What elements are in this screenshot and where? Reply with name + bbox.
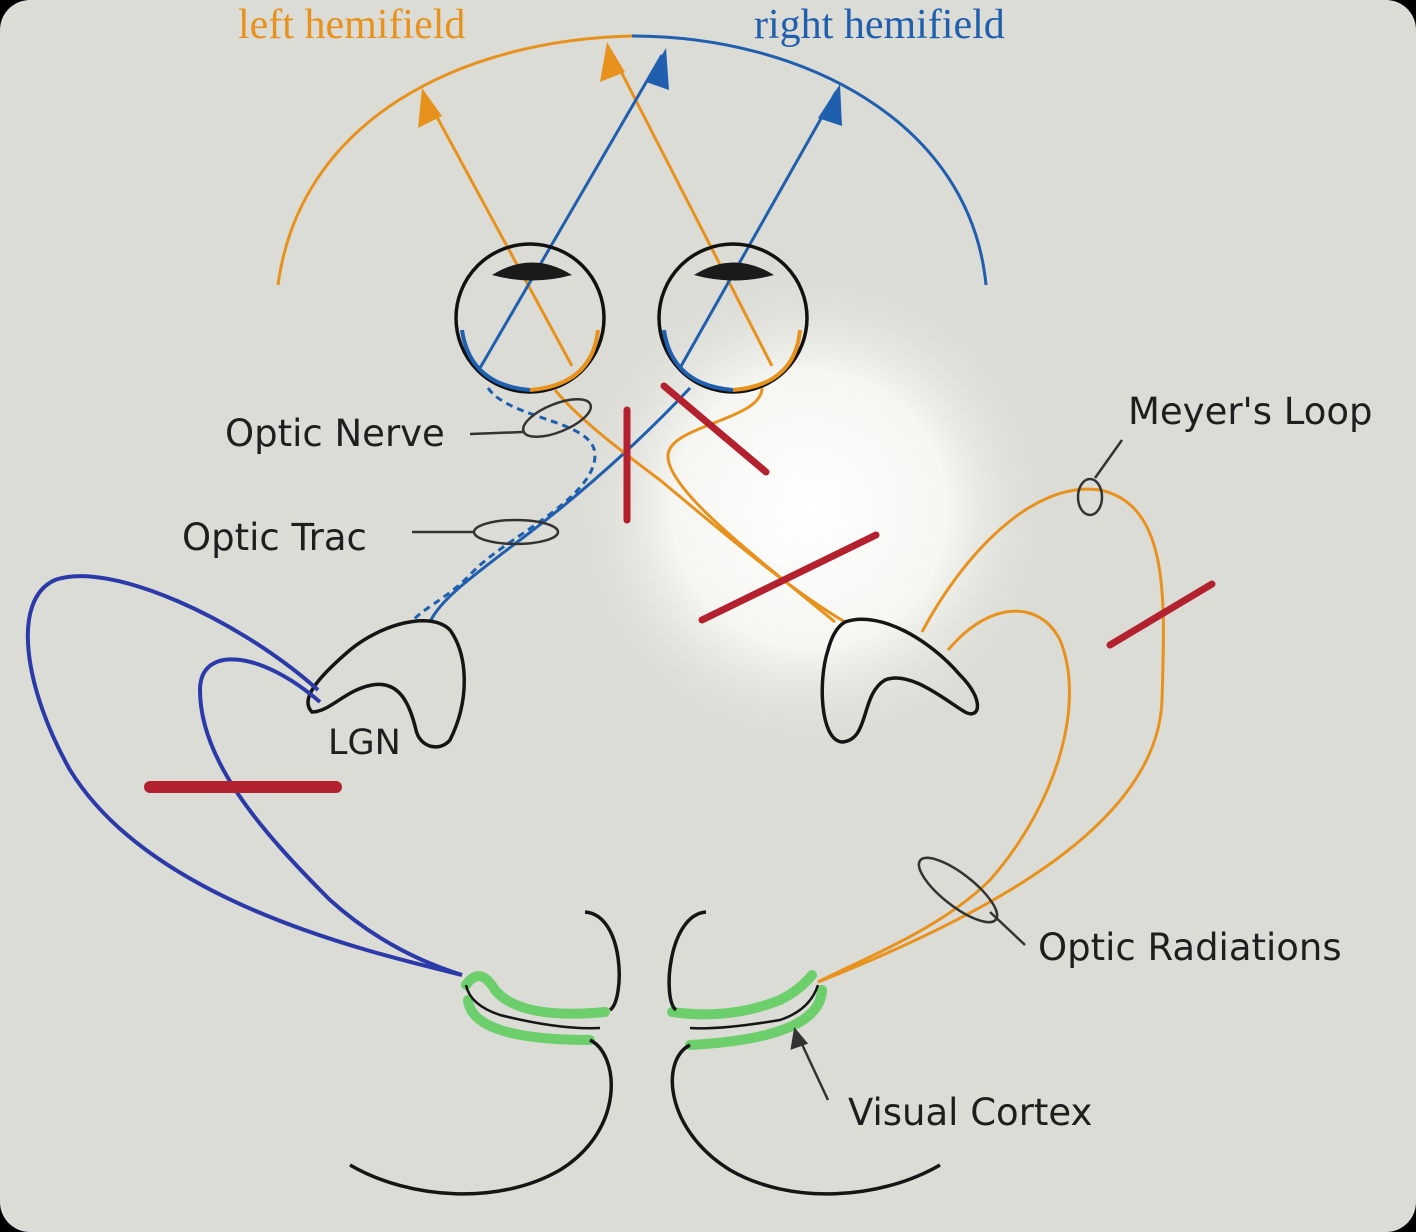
lesion-marks bbox=[144, 382, 1216, 793]
left-field-arrowheads bbox=[418, 42, 625, 128]
left-visual-cortex bbox=[349, 910, 621, 1196]
right-hemifield-arc bbox=[631, 34, 988, 286]
left-field-rays bbox=[423, 49, 774, 367]
right-optic-radiations bbox=[817, 487, 1165, 984]
optic-nerve-label: Optic Nerve bbox=[225, 412, 445, 455]
right-lgn bbox=[820, 617, 980, 744]
right-field-rays bbox=[478, 54, 838, 369]
optic-radiations-label: Optic Radiations bbox=[1038, 926, 1342, 969]
lesion-optic-tract bbox=[698, 531, 880, 624]
meyers-loop-pointer bbox=[1076, 439, 1124, 517]
left-optic-radiations bbox=[25, 574, 463, 977]
visual-cortex-label: Visual Cortex bbox=[848, 1091, 1092, 1134]
left-hemifield-arc bbox=[276, 34, 633, 286]
lgn-label: LGN bbox=[328, 723, 401, 763]
left-eye bbox=[454, 242, 606, 394]
visual-cortex-pointer bbox=[790, 1027, 830, 1101]
lesion-meyers-loop bbox=[1106, 580, 1216, 649]
left-optic-tract-dashed bbox=[410, 387, 597, 623]
right-hemifield-label: right hemifield bbox=[754, 2, 1005, 48]
right-eye bbox=[657, 242, 809, 394]
meyers-loop-label: Meyer's Loop bbox=[1128, 390, 1373, 433]
optic-trac-pointer bbox=[412, 518, 560, 546]
optic-radiations-pointer bbox=[917, 856, 1026, 946]
right-optic-tract-orange bbox=[666, 387, 836, 624]
optic-nerve-pointer bbox=[469, 398, 593, 438]
right-field-arrowheads bbox=[646, 48, 842, 126]
left-lgn bbox=[306, 619, 466, 749]
left-hemifield-label: left hemifield bbox=[238, 2, 465, 48]
highlight-glow bbox=[560, 260, 1060, 760]
right-visual-cortex bbox=[667, 910, 941, 1196]
lesion-optic-nerve bbox=[660, 382, 770, 476]
crossing-blue-fibers bbox=[428, 386, 692, 623]
optic-trac-label: Optic Trac bbox=[182, 516, 367, 559]
